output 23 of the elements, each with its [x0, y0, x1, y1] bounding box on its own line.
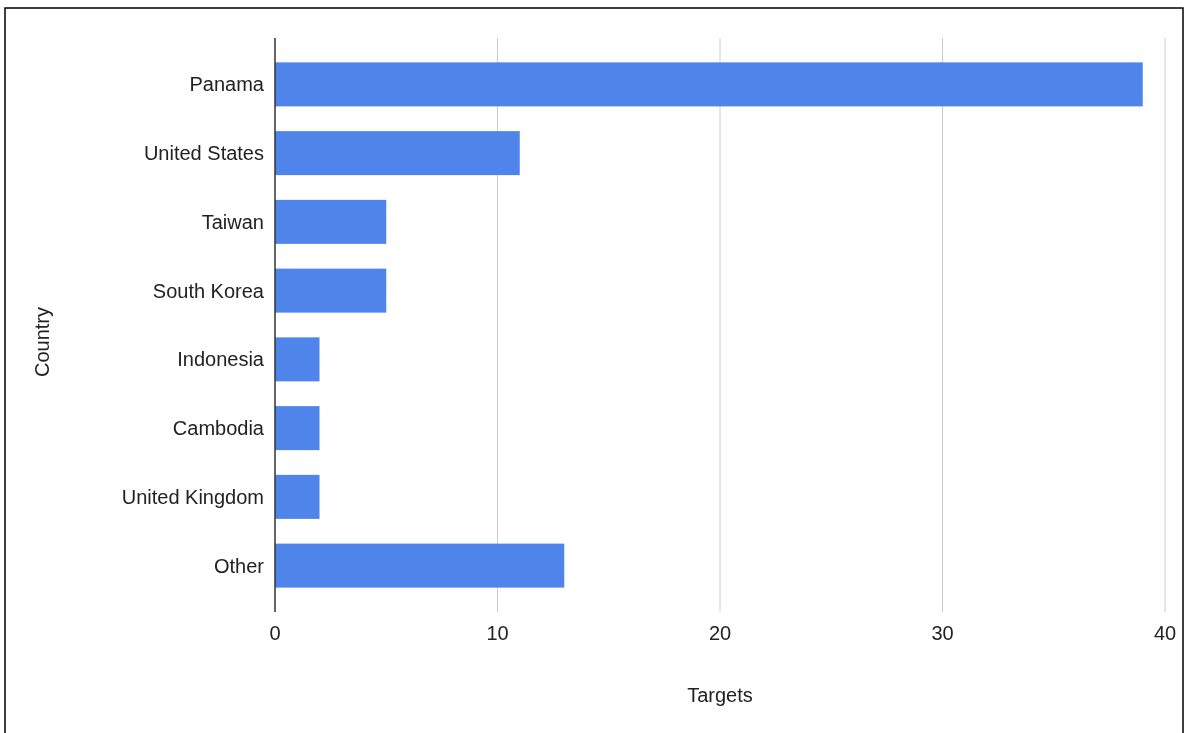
y-tick-label: Panama — [189, 73, 265, 96]
bar — [275, 268, 387, 313]
y-tick-label: Cambodia — [172, 417, 265, 440]
bar — [275, 199, 387, 244]
y-tick-label: United Kingdom — [121, 485, 264, 508]
bar — [275, 474, 320, 519]
x-axis-title: Targets — [687, 684, 753, 706]
y-tick-label: Other — [213, 554, 265, 577]
bar — [275, 406, 320, 451]
y-tick-label: Taiwan — [201, 210, 264, 233]
x-tick-label: 20 — [708, 622, 732, 644]
bar — [275, 543, 565, 588]
bar — [275, 131, 520, 176]
x-tick-label: 30 — [931, 622, 954, 644]
x-tick-label: 0 — [269, 622, 281, 644]
bar — [275, 62, 1143, 107]
x-tick-label: 40 — [1153, 622, 1177, 644]
y-tick-label: South Korea — [152, 279, 265, 302]
x-tick-label: 10 — [486, 622, 509, 644]
y-tick-label: United States — [143, 142, 264, 165]
y-tick-label: Indonesia — [177, 348, 265, 371]
bar — [275, 337, 320, 382]
y-axis-title: Country — [31, 306, 53, 378]
